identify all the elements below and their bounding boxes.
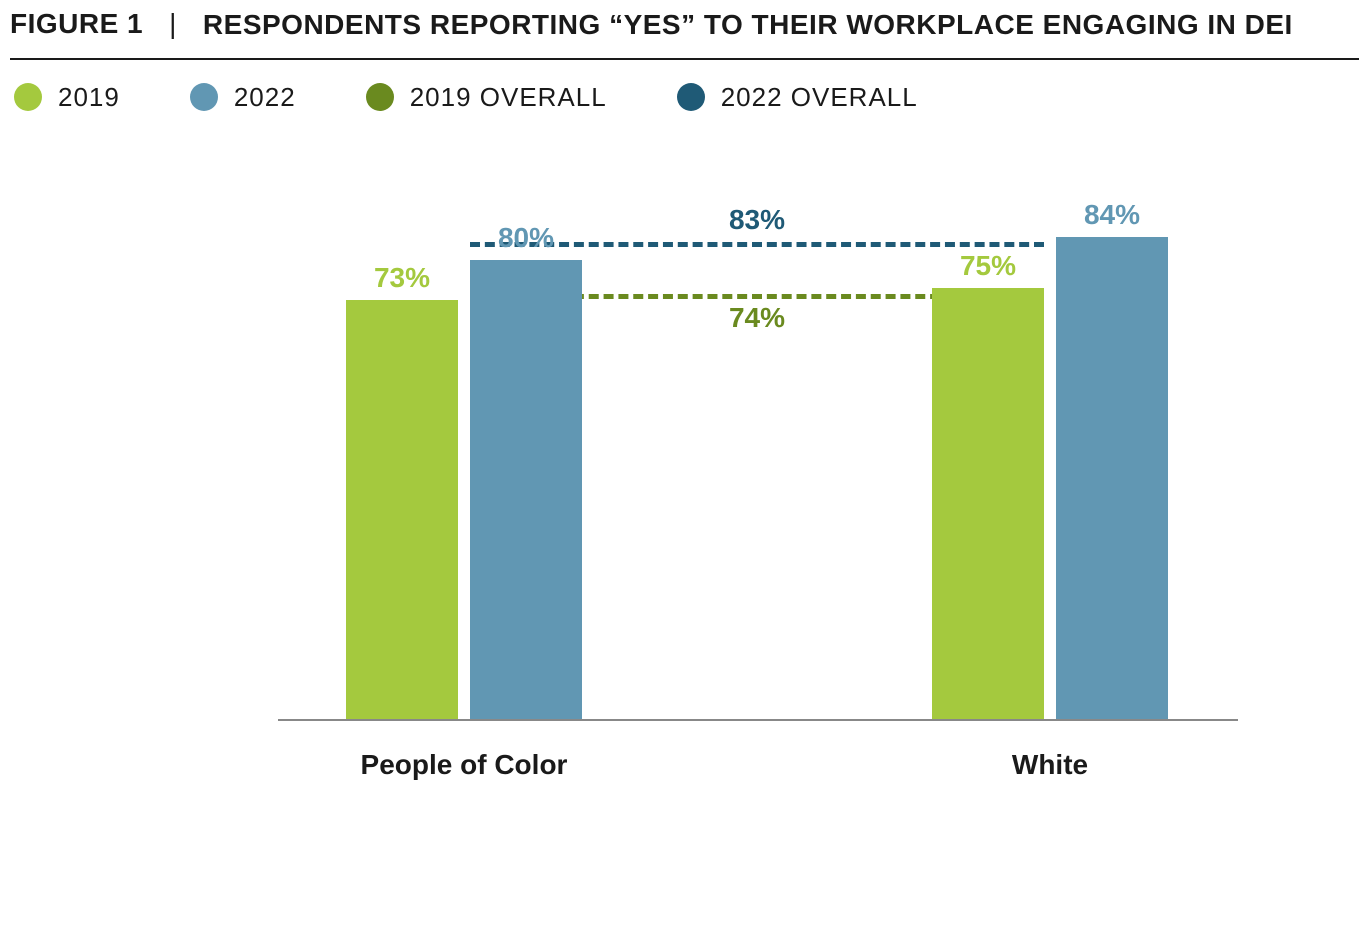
figure-title: RESPONDENTS REPORTING “YES” TO THEIR WOR…	[203, 6, 1293, 44]
bar-label-white-2022: 84%	[1056, 199, 1168, 237]
figure-header: FIGURE 1 | RESPONDENTS REPORTING “YES” T…	[10, 0, 1359, 60]
reference-label-2022-overall: 83%	[707, 204, 807, 236]
bar-label-poc-2019: 73%	[346, 262, 458, 300]
bar-white-2019: 75%	[932, 288, 1044, 719]
legend-label-2019: 2019	[58, 82, 120, 113]
chart-legend: 2019 2022 2019 OVERALL 2022 OVERALL	[10, 60, 1359, 125]
x-label-white: White	[1012, 749, 1088, 781]
chart-plot-area: 83% 74% 73% 80% 75% 84%	[278, 145, 1238, 721]
bar-label-poc-2022: 80%	[470, 222, 582, 260]
legend-item-2022: 2022	[190, 82, 296, 113]
legend-label-2019-overall: 2019 OVERALL	[410, 82, 607, 113]
legend-swatch-2019-overall	[366, 83, 394, 111]
legend-swatch-2022	[190, 83, 218, 111]
legend-label-2022-overall: 2022 OVERALL	[721, 82, 918, 113]
figure-container: FIGURE 1 | RESPONDENTS REPORTING “YES” T…	[0, 0, 1369, 946]
bar-poc-2022: 80%	[470, 260, 582, 719]
legend-item-2019-overall: 2019 OVERALL	[366, 82, 607, 113]
figure-label: FIGURE 1	[10, 6, 143, 40]
reference-label-2019-overall: 74%	[707, 302, 807, 334]
bar-white-2022: 84%	[1056, 237, 1168, 719]
legend-item-2019: 2019	[14, 82, 120, 113]
bar-label-white-2019: 75%	[932, 250, 1044, 288]
x-label-poc: People of Color	[361, 749, 568, 781]
chart-plot-wrap: 83% 74% 73% 80% 75% 84% People of Color …	[10, 145, 1359, 721]
figure-divider: |	[169, 6, 177, 40]
legend-swatch-2022-overall	[677, 83, 705, 111]
legend-item-2022-overall: 2022 OVERALL	[677, 82, 918, 113]
legend-swatch-2019	[14, 83, 42, 111]
bar-poc-2019: 73%	[346, 300, 458, 719]
legend-label-2022: 2022	[234, 82, 296, 113]
